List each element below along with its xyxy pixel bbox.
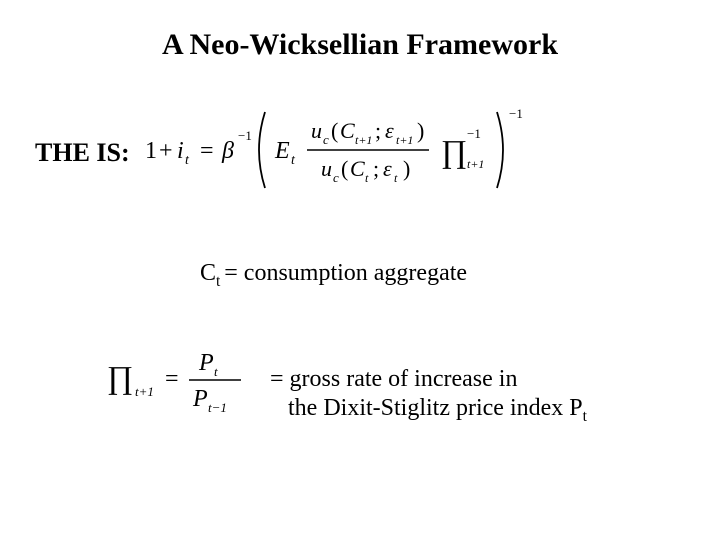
pi-equation: ∏ t+1 = P t P t−1 xyxy=(107,340,267,420)
ct-definition: Ct = consumption aggregate xyxy=(200,260,467,291)
eq2-num-sub: t xyxy=(214,364,218,379)
gross-line1: = gross rate of increase in xyxy=(270,366,517,392)
eq1-den-rp: ) xyxy=(403,156,410,181)
eq1-num-Csub: t+1 xyxy=(355,133,372,147)
eq1-num-epssub: t+1 xyxy=(396,133,413,147)
eq1-den-eps: ε xyxy=(383,156,392,181)
eq1-outer-exp: −1 xyxy=(509,106,523,121)
eq1-den-Csub: t xyxy=(365,171,369,185)
eq1-beta-exp: −1 xyxy=(238,128,252,143)
ct-rest: = consumption aggregate xyxy=(224,260,467,286)
eq1-num-C: C xyxy=(340,118,355,143)
eq2-Pi-sub: t+1 xyxy=(135,384,154,399)
eq1-num-lp: ( xyxy=(331,118,338,143)
eq1-den-semi: ; xyxy=(373,156,379,181)
eq1-num-eps: ε xyxy=(385,118,394,143)
eq1-Pi: ∏ xyxy=(441,133,467,169)
ct-sub: t xyxy=(216,273,224,290)
page-title: A Neo-Wicksellian Framework xyxy=(0,28,720,62)
eq1-rparen xyxy=(497,112,503,188)
eq1-eq: = xyxy=(200,138,214,164)
eq1-plus: + xyxy=(159,138,173,164)
eq1-E-sub: t xyxy=(291,153,296,168)
slide-page: A Neo-Wicksellian Framework THE IS: 1 + … xyxy=(0,0,720,540)
eq1-num-u: u xyxy=(311,118,322,143)
eq1-den-u: u xyxy=(321,156,332,181)
eq1-den-lp: ( xyxy=(341,156,348,181)
eq2-eq: = xyxy=(165,366,179,392)
eq1-num-rp: ) xyxy=(417,118,424,143)
eq1-den-C: C xyxy=(350,156,365,181)
eq1-lparen xyxy=(259,112,265,188)
eq1-den-epssub: t xyxy=(394,171,398,185)
eq2-num-P: P xyxy=(198,350,214,376)
eq1-num-c: c xyxy=(323,132,329,147)
eq1-i: i xyxy=(177,138,184,164)
eq1-beta: β xyxy=(221,138,234,164)
gross-line2-sub: t xyxy=(583,408,587,425)
eq1-num-semi: ; xyxy=(375,118,381,143)
eq2-den-P: P xyxy=(192,386,208,412)
eq2-den-sub: t−1 xyxy=(208,400,227,415)
gross-rate-text: = gross rate of increase in the Dixit-St… xyxy=(270,365,587,426)
gross-line2-prefix: the Dixit-Stiglitz price index P xyxy=(270,395,583,421)
eq1-den-c: c xyxy=(333,170,339,185)
eq1-Pi-top: −1 xyxy=(467,126,481,141)
eq1-Pi-bot: t+1 xyxy=(467,157,484,171)
eq1-E: E xyxy=(274,138,290,164)
eq1-i-sub: t xyxy=(185,153,190,168)
ct-C: C xyxy=(200,260,216,286)
is-label: THE IS: xyxy=(35,138,130,168)
is-equation: 1 + i t = β −1 E t u c ( C t+1 ; ε t+1 ) xyxy=(145,100,545,200)
eq1-one: 1 xyxy=(145,138,157,164)
eq2-Pi: ∏ xyxy=(107,359,133,395)
